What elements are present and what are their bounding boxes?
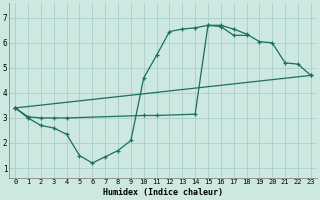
X-axis label: Humidex (Indice chaleur): Humidex (Indice chaleur)	[103, 188, 223, 197]
